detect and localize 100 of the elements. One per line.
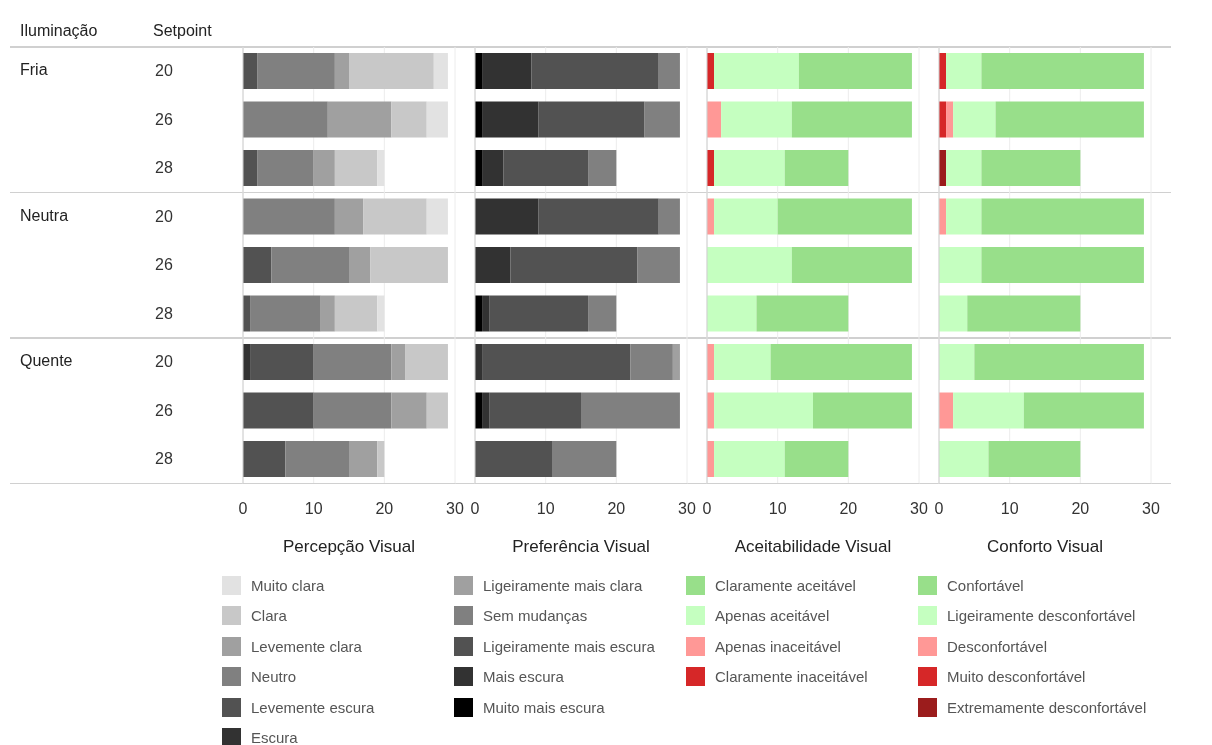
bar [482,295,490,332]
bar [791,101,912,138]
bar [707,247,792,283]
legend-label: Desconfortável [947,637,1048,655]
bar [243,150,258,186]
x-tick-label: 20 [839,499,858,517]
bar [433,53,448,89]
text: Quente [20,352,73,370]
x-axis-title: Aceitabilidade Visual [734,536,892,556]
bar [243,392,314,429]
bar [370,247,448,283]
bar [391,101,427,138]
bar [538,101,645,138]
bar [482,392,490,429]
bar [939,392,954,429]
bar [405,344,448,380]
bar [391,344,406,380]
bar [714,150,785,186]
x-axis-title: Conforto Visual [987,536,1103,556]
legend-label: Ligeiramente desconfortável [947,607,1136,625]
bar [334,295,378,332]
legend-label: Claramente aceitável [715,576,856,594]
bar [363,198,427,235]
bar [756,295,849,332]
x-tick-label: 20 [375,499,394,517]
y-tick-label: 28 [155,159,173,177]
x-axis-title: Percepção Visual [283,536,415,556]
bar [707,101,722,138]
legend-label: Muito desconfortável [947,668,1086,686]
bar [770,344,912,380]
bar [644,101,680,138]
x-axis-title: Preferência Visual [512,536,650,556]
bar [1023,392,1144,429]
bar [313,392,392,429]
bar [946,150,982,186]
legend-label: Levemente escura [251,698,375,716]
y-tick-label: 26 [155,256,173,274]
bar [552,441,617,477]
bar [349,247,371,283]
bar [953,101,996,138]
x-tick-label: 0 [702,499,712,517]
bar [981,247,1144,283]
bar [285,441,349,477]
bar [257,150,314,186]
legend-label: Mais escura [483,668,564,686]
y-tick-label: 26 [155,110,173,128]
bar [707,295,757,332]
bar [482,101,539,138]
bar [320,295,335,332]
legend-label: Ligeiramente mais clara [483,576,643,594]
bar [489,392,581,429]
bar [243,198,335,235]
bar [377,441,385,477]
y-tick-label: 28 [155,450,173,468]
x-tick-label: 10 [536,499,555,517]
bar [588,295,617,332]
bar [791,247,912,283]
bar [510,247,638,283]
x-tick-label: 0 [934,499,944,517]
bar [939,295,968,332]
bar [482,344,631,380]
bar [946,53,982,89]
bar [391,392,427,429]
legend-label: Neutro [251,668,297,686]
bar [482,53,532,89]
x-tick-label: 0 [238,499,248,517]
legend-label: Levemente clara [251,637,362,655]
legend-label: Muito mais escura [483,698,605,716]
text: Fria [20,61,48,79]
x-tick-label: 30 [678,499,696,517]
x-tick-label: 30 [1142,499,1160,517]
bar [243,247,272,283]
bar [637,247,680,283]
bar [588,150,617,186]
bar [475,198,539,235]
legend-label: Apenas aceitável [715,607,830,625]
bar [974,344,1144,380]
text: Neutra [20,206,69,225]
bar [334,150,378,186]
x-tick-label: 30 [446,499,464,517]
bar [981,150,1081,186]
bar [271,247,349,283]
bar [658,53,680,89]
bar [988,441,1081,477]
bar [714,344,771,380]
x-tick-label: 10 [768,499,787,517]
bar [798,53,912,89]
bar [250,295,321,332]
bar [313,344,392,380]
x-tick-label: 10 [1000,499,1019,517]
bar [349,53,434,89]
legend-label: Clara [251,607,287,625]
legend-label: Confortável [947,576,1024,594]
bar [953,392,1024,429]
bar [995,101,1144,138]
bar [946,101,954,138]
x-tick-label: 20 [1071,499,1090,517]
bar [327,101,392,138]
bar [257,53,335,89]
bar [784,441,849,477]
